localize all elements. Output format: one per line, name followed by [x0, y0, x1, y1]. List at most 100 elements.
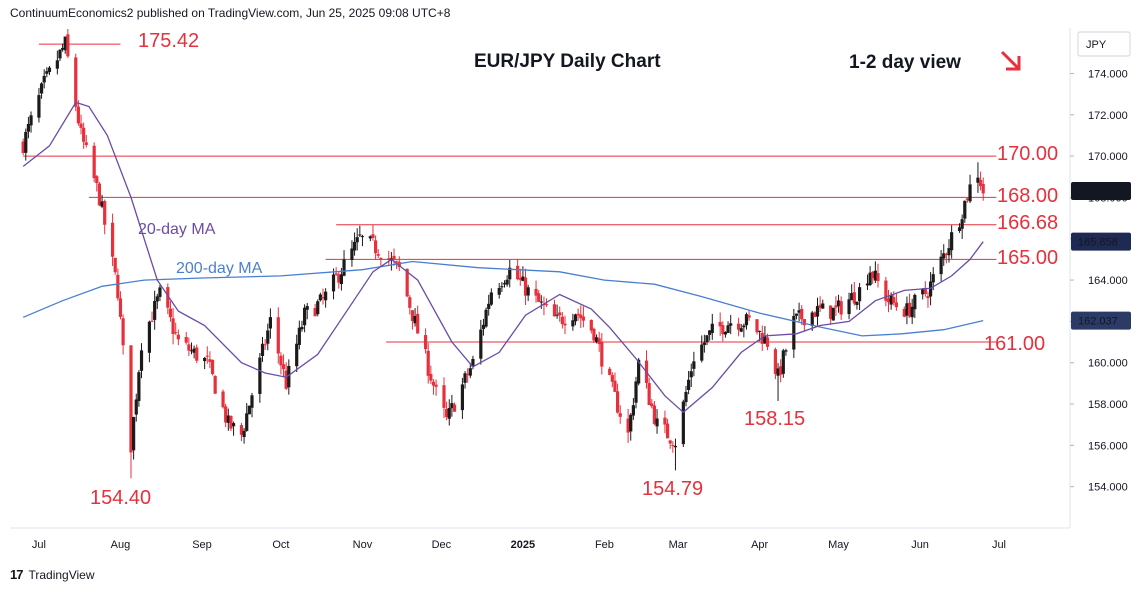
candle-body: [287, 365, 291, 388]
candle-body: [279, 355, 283, 366]
candle-body: [539, 301, 543, 303]
candle-body: [79, 123, 83, 128]
candle-body: [729, 323, 733, 326]
candle-body: [413, 315, 417, 324]
candle-body: [589, 319, 593, 331]
publisher-header: ContinuumEconomics2 published on Trading…: [10, 6, 451, 20]
candle-body: [281, 364, 286, 370]
candle-body: [907, 302, 912, 317]
candle-body: [521, 276, 525, 281]
low-annotation: 158.15: [744, 408, 805, 430]
candle-body: [139, 350, 144, 371]
level-label: 161.00: [984, 333, 1045, 355]
candle-body: [839, 301, 843, 315]
candle-body: [615, 391, 620, 413]
candle-body: [552, 304, 557, 317]
x-tick-label: Jun: [911, 539, 929, 551]
candle-body: [931, 274, 935, 283]
level-label: 170.00: [997, 143, 1058, 165]
candle-body: [894, 302, 899, 308]
candle-body: [97, 183, 102, 206]
candle-body: [189, 350, 194, 352]
chart-title: EUR/JPY Daily Chart: [474, 51, 661, 72]
candle-body: [516, 265, 520, 280]
candle-body: [42, 75, 46, 83]
candle-body: [63, 36, 67, 51]
candle-body: [134, 399, 138, 415]
candle-body: [942, 253, 946, 259]
candle-body: [634, 381, 638, 403]
candle-body: [37, 95, 41, 118]
footer-brand[interactable]: TradingView: [28, 567, 95, 582]
candle-body: [692, 361, 696, 369]
candle-body: [600, 342, 604, 367]
y-tick-label: 158.000: [1088, 399, 1128, 411]
candle-body: [523, 277, 528, 296]
candle-body: [174, 332, 178, 334]
candle-body: [276, 317, 280, 354]
arrow-down-right-icon: [1000, 50, 1021, 71]
candle-body: [626, 418, 630, 433]
candle-body: [526, 287, 530, 296]
candle-body: [103, 200, 107, 225]
candle-body: [871, 271, 875, 279]
candle-body: [855, 301, 859, 305]
candle-body: [408, 297, 412, 308]
candle-body: [689, 371, 693, 378]
tradingview-logo-icon: 17: [10, 567, 24, 582]
candle-body: [608, 368, 612, 375]
candle-body: [416, 313, 420, 334]
candle-body: [203, 357, 207, 362]
candle-body: [208, 359, 212, 362]
candle-body: [950, 232, 954, 251]
candle-body: [663, 417, 667, 425]
candle-body: [374, 240, 378, 254]
candle-body: [665, 423, 670, 439]
low-annotation: 154.40: [90, 487, 151, 509]
candle-body: [321, 296, 325, 299]
candle-body: [463, 373, 467, 383]
candles-group: [21, 29, 985, 479]
candle-body: [355, 237, 359, 243]
candle-body: [831, 307, 835, 321]
candle-body: [195, 347, 199, 361]
candle-body: [573, 314, 578, 322]
candle-body: [410, 310, 415, 321]
x-tick-label: 2025: [511, 539, 535, 551]
candle-body: [710, 323, 714, 333]
candle-body: [489, 292, 493, 305]
candle-body: [902, 308, 906, 317]
x-tick-label: Sep: [192, 539, 212, 551]
candle-body: [779, 366, 783, 375]
candle-body: [905, 303, 909, 316]
candle-body: [58, 49, 62, 59]
candle-body: [755, 319, 759, 333]
candle-body: [868, 272, 872, 286]
candle-body: [434, 384, 438, 387]
candle-body: [460, 384, 465, 411]
candle-body: [26, 123, 31, 132]
candle-body: [758, 330, 762, 332]
candle-body: [978, 179, 983, 187]
candle-body: [231, 423, 236, 427]
candle-body: [947, 248, 951, 256]
candle-body: [889, 295, 893, 305]
level-label: 166.68: [997, 212, 1058, 234]
price-badge: [1071, 232, 1131, 251]
candle-body: [47, 67, 52, 73]
candle-body: [387, 258, 391, 261]
candle-body: [337, 274, 341, 283]
candle-body: [629, 414, 633, 432]
candle-body: [376, 254, 380, 256]
candle-body: [302, 307, 307, 326]
level-label: 168.00: [997, 185, 1058, 207]
candle-body: [371, 234, 375, 238]
candle-body: [960, 219, 964, 229]
candle-body: [295, 343, 299, 367]
candle-body: [245, 413, 249, 431]
candle-body: [700, 344, 704, 361]
candle-body: [395, 261, 399, 263]
low-annotation: 154.79: [642, 478, 703, 500]
x-tick-label: May: [828, 539, 849, 551]
